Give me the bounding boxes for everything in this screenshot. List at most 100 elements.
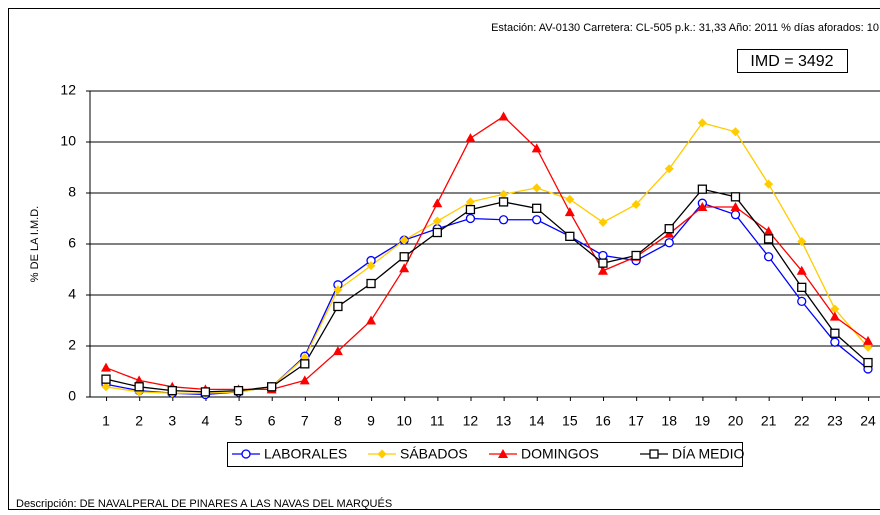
data-point [532,203,542,213]
data-point [465,213,476,224]
data-point [465,133,476,143]
series-line [105,115,869,391]
data-point [664,238,674,248]
data-point [531,143,542,153]
x-tick-label: 17 [628,413,644,429]
x-tick-label: 11 [430,413,445,429]
data-point [597,265,608,275]
data-point [598,217,608,227]
data-point [730,127,740,137]
x-tick-label: 10 [396,413,412,429]
x-tick-label: 20 [728,413,744,429]
data-point [863,357,873,368]
data-point [730,192,741,202]
legend-marker [649,449,659,459]
data-point [532,215,542,225]
data-point [565,194,575,204]
x-tick-label: 13 [496,413,512,429]
data-point [300,359,310,369]
x-tick-label: 4 [201,413,209,429]
data-point [830,337,840,347]
x-tick-label: 16 [595,413,611,429]
data-point [730,202,741,212]
x-tick-label: 2 [135,413,143,429]
x-tick-label: 18 [661,413,677,429]
x-tick-label: 9 [367,413,375,429]
y-tick-label: 4 [68,286,76,302]
data-point [332,346,343,356]
data-point [267,382,277,392]
x-tick-label: 21 [761,413,777,429]
data-point [134,382,144,392]
data-point [366,261,376,271]
header: Estación: AV-0130 Carretera: CL-505 p.k.… [491,22,879,34]
x-tick-label: 14 [529,413,545,429]
y-tick-label: 0 [68,388,76,404]
data-point [499,189,509,199]
y-tick-label: 10 [60,133,76,149]
data-point [796,265,807,275]
legend-marker [498,449,508,458]
x-tick-label: 8 [334,413,342,429]
legend-label: DÍA MEDIO [672,446,744,462]
imd-box [737,49,848,73]
data-point [465,197,475,207]
x-tick-label: 1 [102,413,110,429]
legend-label: LABORALES [264,446,347,462]
data-point [763,234,774,244]
data-point [200,387,211,397]
data-point [763,226,774,236]
data-point [830,328,840,338]
series-line [105,122,869,394]
series-line [105,188,869,393]
x-tick-label: 12 [463,413,479,429]
data-point [730,210,741,220]
data-point [532,183,542,193]
data-point [366,315,377,325]
data-point [101,362,111,372]
data-point [631,250,641,261]
data-point [432,227,442,238]
data-point [399,252,409,262]
x-tick-label: 3 [168,413,176,429]
data-point [797,296,807,307]
data-point [764,179,774,189]
data-point [598,250,608,261]
data-point [664,224,674,234]
x-tick-label: 19 [695,413,711,429]
data-point [797,282,807,293]
y-axis-label: % DE LA I.M.D. [29,206,41,282]
data-point [101,382,111,392]
data-point [333,285,343,295]
data-point [664,164,674,174]
x-tick-label: 23 [827,413,843,429]
x-tick-label: 15 [562,413,578,429]
x-tick-label: 5 [235,413,243,429]
data-point [498,197,509,207]
legend-marker [377,449,387,459]
description: Descripción: DE NAVALPERAL DE PINARES A … [16,497,392,510]
data-point [863,335,873,345]
data-point [797,236,807,246]
x-tick-label: 24 [860,413,876,429]
legend-marker [241,449,251,459]
y-tick-label: 2 [68,337,76,353]
data-point [829,311,840,321]
data-point [863,342,873,352]
data-point [763,252,774,262]
legend-label: SÁBADOS [400,446,468,462]
data-point [399,235,409,245]
data-point [631,199,641,209]
y-tick-label: 8 [68,184,76,200]
data-point [498,111,509,121]
frame [8,8,880,510]
imd-label: IMD = 3492 [750,53,833,70]
y-tick-label: 6 [68,235,76,251]
data-point [598,258,608,268]
data-point [333,301,343,312]
legend-label: DOMINGOS [521,446,599,462]
x-tick-label: 22 [794,413,810,429]
data-point [697,184,707,194]
